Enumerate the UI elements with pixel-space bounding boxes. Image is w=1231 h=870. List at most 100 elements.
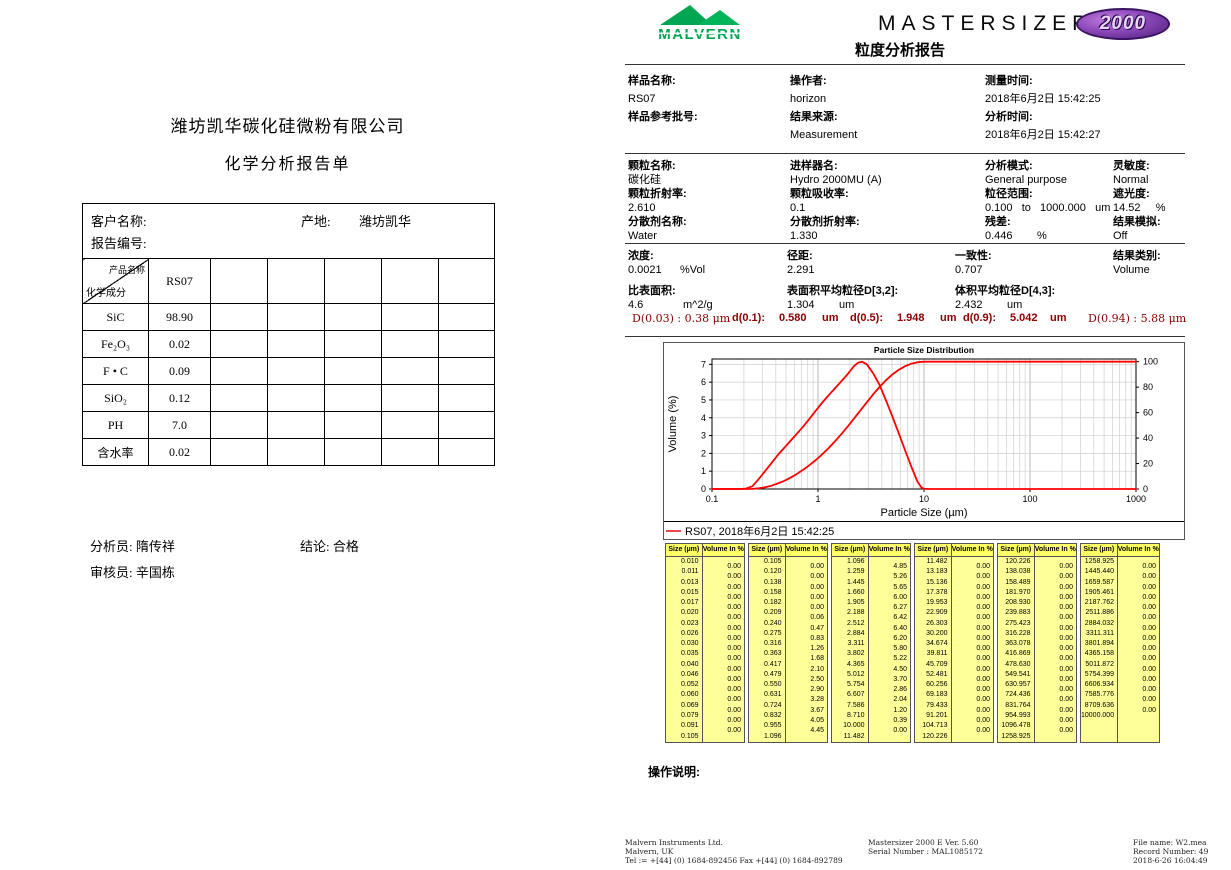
empty-cell bbox=[267, 411, 325, 439]
component-value-cell: 0.02 bbox=[148, 438, 211, 466]
particle-col-4: 灵敏度: Normal 遮光度: 14.52 % 结果模拟: Off bbox=[1113, 159, 1166, 243]
footer-phone: Tel := +[44] (0) 1684-892456 Fax +[44] (… bbox=[625, 856, 843, 865]
svg-text:1: 1 bbox=[701, 466, 706, 476]
footer-address: Malvern Instruments Ltd. Malvern, UK Tel… bbox=[625, 838, 843, 865]
size-header: Size (µm) bbox=[666, 544, 703, 556]
size-column: 1258.925 1445.440 1659.587 1905.461 2187.762… bbox=[1081, 557, 1118, 742]
empty-cell bbox=[438, 411, 495, 439]
empty-cell bbox=[324, 357, 382, 385]
d10-unit: um bbox=[822, 312, 839, 324]
report-no-label: 报告编号: bbox=[91, 236, 147, 251]
size-column: 1.096 1.259 1.445 1.660 1.905 2.188 2.512 2.884… bbox=[832, 557, 869, 742]
d10-label: d(0.1): bbox=[732, 312, 765, 324]
reviewer-name: 辛国栋 bbox=[135, 565, 175, 580]
result-col-4: 结果类别: Volume bbox=[1113, 249, 1161, 277]
svg-text:Particle Size (µm): Particle Size (µm) bbox=[880, 507, 967, 519]
empty-cell bbox=[438, 357, 495, 385]
component-value-cell: 0.02 bbox=[148, 330, 211, 358]
component-cell: SiC bbox=[82, 303, 149, 331]
footer-file-name: File name: W2.mea bbox=[1133, 838, 1207, 847]
size-table-3: Size (µm) Volume In % 1.096 1.259 1.445 1.660… bbox=[831, 543, 911, 743]
empty-cell bbox=[210, 330, 268, 358]
svg-text:6: 6 bbox=[701, 377, 706, 387]
volume-column: 4.85 5.26 5.65 6.00 6.27 6.42 6.40 6.20 5.80 5.22… bbox=[893, 563, 907, 735]
dispersant-ri-label: 分散剂折射率: bbox=[790, 216, 860, 228]
analyst-line: 分析员: 隋传祥 bbox=[90, 536, 175, 555]
volume-header: Volume In % bbox=[785, 546, 827, 553]
accessory-label: 进样器名: bbox=[790, 160, 838, 172]
d43-value: 2.432 um bbox=[955, 299, 1023, 311]
uniformity-value: 0.707 bbox=[955, 264, 983, 276]
volume-column: 0.00 0.00 0.00 0.00 0.00 0.06 0.47 0.83 1.26 1.68… bbox=[810, 563, 824, 735]
size-column: 11.482 13.183 15.136 17.378 19.953 22.909 26.3… bbox=[915, 557, 952, 742]
diagonal-header-cell: 产品名称 化学成分 bbox=[82, 258, 149, 304]
diag-product-label: 产品名称 bbox=[108, 265, 145, 275]
empty-cell bbox=[381, 357, 439, 385]
divider bbox=[625, 64, 1185, 65]
emulation-label: 结果模拟: bbox=[1113, 216, 1161, 228]
empty-cell bbox=[210, 303, 268, 331]
empty-cell bbox=[324, 330, 382, 358]
particle-size-chart: Particle Size Distribution 0 1 2 3 4 5 6 7 0 20 40 6… bbox=[663, 342, 1185, 540]
result-units-value: Volume bbox=[1113, 264, 1150, 276]
analysis-model-label: 分析模式: bbox=[985, 160, 1033, 172]
source-value: Measurement bbox=[790, 129, 858, 141]
sample-batch-value bbox=[628, 126, 698, 144]
empty-cell bbox=[267, 258, 325, 304]
sample-col-2: 操作者: horizon 结果来源: Measurement bbox=[790, 72, 857, 144]
d50-unit: um bbox=[940, 312, 957, 324]
footer-file-info: File name: W2.mea Record Number: 49 2018… bbox=[1133, 838, 1208, 865]
footer-record-number: Record Number: 49 bbox=[1133, 847, 1209, 856]
particle-col-2: 进样器名: Hydro 2000MU (A) 颗粒吸收率: 0.1 分散剂折射率… bbox=[790, 159, 882, 243]
conclusion-line: 结论: 合格 bbox=[300, 536, 359, 555]
empty-cell bbox=[210, 438, 268, 466]
divider bbox=[625, 153, 1185, 154]
result-units-label: 结果类别: bbox=[1113, 250, 1161, 262]
volume-header: Volume In % bbox=[1034, 546, 1076, 553]
volume-header: Volume In % bbox=[951, 546, 993, 553]
empty-cell bbox=[210, 258, 268, 304]
particle-name-label: 颗粒名称: bbox=[628, 160, 676, 172]
operation-notes-label: 操作说明: bbox=[648, 765, 700, 779]
size-table-6: Size (µm) Volume In % 1258.925 1445.440 1659… bbox=[1080, 543, 1160, 743]
d90-value: 5.042 bbox=[1010, 312, 1038, 324]
chem-table: 客户名称: 报告编号: 产地: 潍坊凯华 产品名称 化学成分 RS07 SiC 9… bbox=[82, 203, 495, 466]
emulation-value: Off bbox=[1113, 230, 1128, 242]
sensitivity-label: 灵敏度: bbox=[1113, 160, 1150, 172]
size-header: Size (µm) bbox=[749, 544, 786, 556]
svg-text:3: 3 bbox=[701, 431, 706, 441]
svg-text:100: 100 bbox=[1143, 357, 1158, 367]
sample-name-value: RS07 bbox=[628, 93, 656, 105]
size-range-value: 0.100 to 1000.000 um bbox=[985, 202, 1111, 214]
svg-text:0: 0 bbox=[701, 484, 706, 494]
svg-text:1: 1 bbox=[815, 494, 820, 504]
particle-col-3: 分析模式: General purpose 粒径范围: 0.100 to 100… bbox=[985, 159, 1110, 243]
volume-column: 0.00 0.00 0.00 0.00 0.00 0.00 0.00 0.00 0.00 0.00… bbox=[1142, 563, 1156, 714]
sample-name-label: 样品名称: bbox=[628, 75, 676, 87]
footer-company: Malvern Instruments Ltd. bbox=[625, 838, 723, 847]
divider bbox=[625, 336, 1185, 337]
empty-cell bbox=[267, 330, 325, 358]
volume-column: 0.00 0.00 0.00 0.00 0.00 0.00 0.00 0.00 0.00 0.00… bbox=[727, 563, 741, 735]
obscuration-value: 14.52 % bbox=[1113, 202, 1166, 214]
span-value: 2.291 bbox=[787, 264, 815, 276]
volume-header: Volume In % bbox=[868, 546, 910, 553]
d43-label: 体积平均粒径D[4,3]: bbox=[955, 285, 1056, 297]
size-column: 0.010 0.011 0.013 0.015 0.017 0.020 0.023 0.026… bbox=[666, 557, 703, 742]
component-value-cell: 0.09 bbox=[148, 357, 211, 385]
result-col-1: 浓度: 0.0021 %Vol 比表面积: 4.6 m^2/g bbox=[628, 249, 713, 312]
empty-cell bbox=[381, 303, 439, 331]
mastersizer-wordmark: MASTERSIZER bbox=[878, 12, 1094, 35]
component-cell: Fe₂O₃ bbox=[82, 330, 149, 358]
legend-text: RS07, 2018年6月2日 15:42:25 bbox=[685, 525, 835, 538]
svg-text:20: 20 bbox=[1143, 459, 1153, 469]
component-value-cell: 0.12 bbox=[148, 384, 211, 412]
empty-cell bbox=[324, 438, 382, 466]
volume-column: 0.00 0.00 0.00 0.00 0.00 0.00 0.00 0.00 0.00 0.00… bbox=[976, 563, 990, 735]
volume-header: Volume In % bbox=[702, 546, 744, 553]
svg-text:Volume (%): Volume (%) bbox=[667, 396, 679, 453]
empty-cell bbox=[438, 303, 495, 331]
chart-canvas: Particle Size Distribution 0 1 2 3 4 5 6 7 0 20 40 6… bbox=[667, 345, 1158, 519]
svg-text:0.1: 0.1 bbox=[706, 494, 719, 504]
size-range-label: 粒径范围: bbox=[985, 188, 1033, 200]
